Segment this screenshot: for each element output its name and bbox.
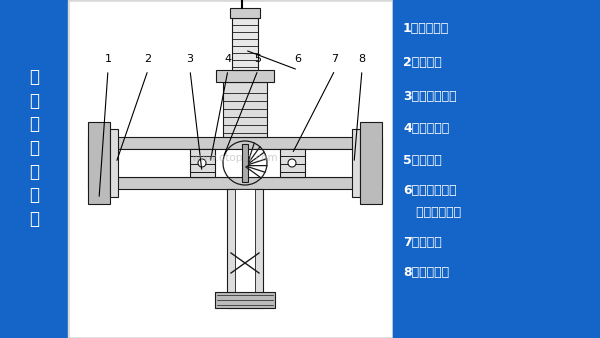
- Bar: [230, 8, 260, 18]
- Text: 1一紧固件；: 1一紧固件；: [403, 22, 449, 34]
- Text: 5: 5: [254, 54, 262, 64]
- Text: 6一电磁感应式: 6一电磁感应式: [403, 184, 457, 196]
- Bar: [88, 122, 110, 204]
- Bar: [393, 0, 600, 338]
- Bar: [70, 2, 391, 336]
- Bar: [190, 149, 215, 177]
- Bar: [280, 149, 305, 177]
- Text: 1: 1: [104, 54, 112, 64]
- Text: 3: 3: [187, 54, 193, 64]
- Bar: [88, 149, 382, 177]
- Bar: [110, 129, 118, 197]
- Text: 涡
轮
流
量
计
结
构: 涡 轮 流 量 计 结 构: [29, 68, 39, 228]
- Bar: [352, 129, 360, 197]
- Bar: [242, 144, 248, 182]
- Text: 4一止推片；: 4一止推片；: [403, 121, 449, 135]
- Bar: [232, 18, 258, 70]
- Text: 5一叶轮；: 5一叶轮；: [403, 153, 442, 167]
- Text: 3一前导向体；: 3一前导向体；: [403, 90, 457, 102]
- Text: 7: 7: [331, 54, 338, 64]
- Text: 2一壳体；: 2一壳体；: [403, 56, 442, 70]
- Text: 信号检测器；: 信号检测器；: [403, 206, 461, 218]
- Bar: [88, 177, 382, 189]
- Bar: [235, 189, 255, 292]
- Circle shape: [198, 159, 206, 167]
- Text: 7一轴承；: 7一轴承；: [403, 236, 442, 248]
- Bar: [0, 0, 68, 338]
- Text: 8: 8: [358, 54, 365, 64]
- Text: 4: 4: [224, 54, 232, 64]
- Bar: [227, 189, 263, 308]
- Text: www.otopin.com: www.otopin.com: [191, 153, 278, 163]
- Text: 8一后导向体: 8一后导向体: [403, 266, 449, 280]
- Bar: [215, 292, 275, 308]
- Bar: [68, 0, 393, 338]
- Circle shape: [288, 159, 296, 167]
- Bar: [88, 137, 382, 149]
- Bar: [360, 122, 382, 204]
- Text: 2: 2: [145, 54, 152, 64]
- Bar: [216, 70, 274, 82]
- Text: 6: 6: [295, 54, 302, 64]
- Bar: [223, 82, 267, 137]
